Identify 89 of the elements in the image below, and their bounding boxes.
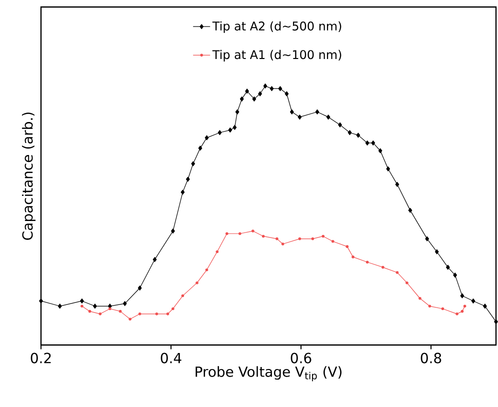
point: [118, 310, 122, 313]
point: [453, 272, 457, 278]
point: [322, 234, 324, 238]
point: [263, 84, 268, 88]
point: [58, 304, 62, 309]
point: [205, 268, 208, 272]
point: [80, 304, 84, 308]
point: [428, 304, 432, 308]
point: [216, 250, 219, 254]
point: [155, 312, 158, 316]
point: [425, 236, 430, 242]
point: [186, 176, 190, 182]
point: [298, 114, 302, 120]
point: [240, 96, 244, 102]
x-axis-title: Probe Voltage V$_{tip}$ (V): [196, 366, 342, 382]
point: [378, 148, 382, 154]
point: [232, 124, 237, 130]
point: [371, 140, 376, 146]
point: [281, 242, 284, 246]
point: [290, 109, 294, 114]
y-axis-title: Capacitance (arb.): [22, 112, 36, 240]
point: [298, 237, 302, 240]
point: [446, 264, 450, 270]
point: [218, 130, 222, 136]
point: [331, 240, 334, 243]
point: [128, 318, 132, 320]
point: [171, 228, 175, 234]
point: [346, 245, 349, 248]
point: [408, 208, 412, 213]
point: [226, 232, 228, 236]
point: [245, 88, 249, 94]
point: [434, 249, 439, 254]
point: [152, 257, 157, 262]
point: [460, 293, 464, 298]
point: [138, 286, 142, 291]
point: [284, 91, 289, 96]
x-tick-label: 0.2: [30, 352, 51, 364]
point: [88, 310, 92, 313]
point: [471, 298, 476, 304]
point: [348, 130, 352, 136]
point: [395, 182, 400, 187]
point: [386, 166, 390, 172]
point: [441, 307, 444, 310]
point: [191, 161, 196, 166]
point: [204, 135, 209, 140]
point: [270, 86, 274, 92]
point: [235, 109, 240, 114]
point: [180, 190, 185, 195]
point: [138, 312, 142, 316]
point: [460, 310, 464, 313]
point: [80, 298, 84, 304]
point: [166, 312, 170, 316]
point: [352, 256, 354, 258]
point: [494, 319, 498, 324]
point: [311, 237, 314, 240]
point: [238, 232, 242, 236]
point: [198, 146, 202, 151]
point: [326, 114, 330, 120]
point: [93, 304, 97, 309]
point: [172, 307, 174, 310]
point: [365, 140, 370, 146]
point: [252, 230, 254, 232]
point: [276, 237, 278, 240]
point: [258, 91, 262, 96]
point: [396, 271, 399, 274]
point: [278, 86, 282, 92]
x-tick-label: 0.4: [160, 352, 182, 364]
legend-label: Tip at A2 (d~500 nm): [212, 21, 342, 33]
point: [418, 296, 422, 300]
point: [356, 132, 360, 138]
point: [108, 307, 112, 310]
point: [262, 234, 265, 238]
point: [252, 96, 256, 102]
point: [463, 304, 466, 308]
point: [315, 109, 320, 114]
point: [382, 266, 384, 269]
legend-label: Tip at A1 (d~100 nm): [212, 50, 342, 62]
point: [406, 281, 408, 284]
point: [366, 260, 369, 264]
point: [196, 281, 198, 284]
point: [181, 294, 184, 298]
x-tick-label: 0.6: [290, 352, 312, 364]
point: [483, 304, 487, 309]
point: [456, 312, 458, 316]
point: [122, 301, 127, 306]
point: [228, 128, 232, 133]
x-tick-label: 0.8: [420, 352, 442, 364]
point: [98, 312, 102, 316]
point: [338, 122, 342, 128]
